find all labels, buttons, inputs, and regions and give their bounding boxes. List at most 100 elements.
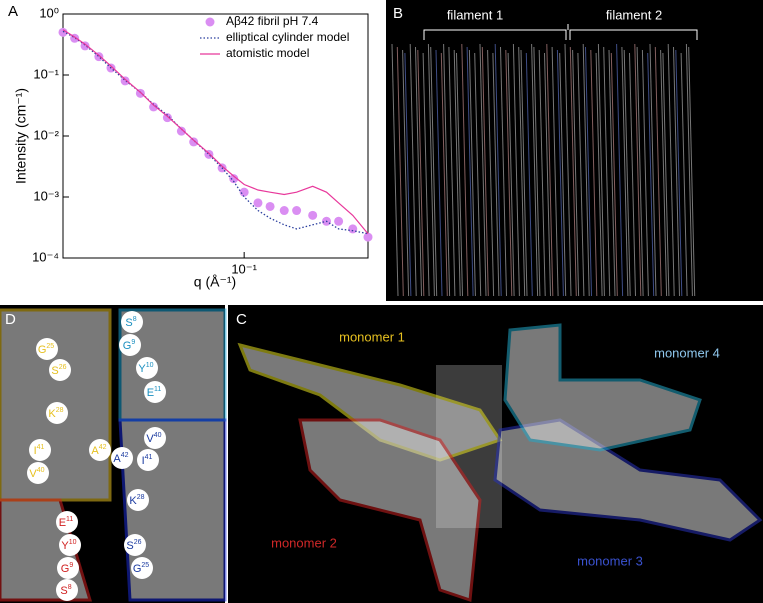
fibril-strand	[512, 43, 520, 297]
fibril-strand	[396, 46, 404, 297]
fibril-strand	[391, 43, 399, 297]
panel-label: A	[8, 3, 18, 20]
model-line	[62, 30, 369, 235]
panel-label: D	[5, 311, 16, 328]
residue-letter: G	[61, 563, 70, 575]
residue-badge	[49, 359, 71, 381]
fibril-strand	[654, 46, 662, 297]
residue-label: I41	[34, 444, 45, 457]
residue-badge	[29, 439, 51, 461]
fibril-strand	[474, 52, 482, 297]
residue-letter: A	[113, 453, 121, 465]
fibril-strand	[466, 46, 474, 297]
fibril-strand	[538, 49, 546, 297]
residue-label: E11	[147, 386, 162, 399]
residue-badge	[124, 534, 146, 556]
fibril-strand	[531, 43, 539, 297]
residue-letter: Y	[138, 363, 146, 375]
fibril-strand	[525, 52, 533, 297]
fibril-strand	[415, 46, 422, 297]
data-point	[348, 224, 358, 234]
residue-number: 28	[137, 494, 145, 501]
residue-number: 10	[69, 539, 77, 546]
residue-number: 11	[154, 386, 161, 393]
residue-number: 41	[37, 444, 45, 451]
y-tick-label: 10⁻²	[33, 127, 59, 142]
residue-badge	[89, 439, 111, 461]
data-point	[253, 198, 263, 208]
fibril-strand	[603, 46, 611, 297]
filament-bracket	[423, 24, 698, 40]
fibril-strand	[597, 43, 605, 297]
residue-badge	[144, 381, 166, 403]
residue-letter: E	[59, 517, 66, 529]
y-axis-label: Intensity (cm⁻¹)	[13, 88, 29, 184]
residue-number: 41	[145, 454, 153, 461]
monomer-label: monomer 1	[339, 329, 405, 344]
fibril-strand	[430, 46, 438, 297]
residue-letter: V	[29, 468, 37, 480]
legend-label: Aβ42 fibril pH 7.4	[226, 14, 319, 28]
residue-label: S26	[51, 364, 66, 377]
monomer-surface	[503, 323, 702, 452]
fibril-strand	[417, 49, 425, 297]
fibril-strand	[585, 46, 592, 297]
data-point	[363, 232, 373, 242]
residue-badge	[111, 447, 133, 469]
residue-badge	[131, 557, 153, 579]
residue-number: 10	[146, 362, 154, 369]
residue-letter: K	[48, 408, 56, 420]
data-point	[292, 206, 302, 216]
residue-label: G25	[38, 343, 54, 356]
residue-badge	[119, 334, 141, 356]
fibril-strand	[402, 49, 410, 297]
data-point	[308, 210, 318, 220]
fibril-strand	[667, 43, 675, 297]
residue-label: V40	[29, 467, 44, 480]
data-point	[176, 126, 186, 136]
residue-number: 28	[56, 407, 64, 414]
residue-label: G25	[133, 562, 149, 575]
residue-letter: G	[123, 340, 132, 352]
residue-number: 42	[121, 452, 129, 459]
fibril-strand	[610, 52, 618, 297]
fibril-strand	[551, 46, 559, 297]
fibril-strand	[685, 43, 693, 297]
fibril-strand	[440, 52, 448, 297]
fibril-strand	[636, 46, 644, 297]
residue-number: 42	[99, 444, 107, 451]
fibril-strand	[608, 49, 616, 297]
residue-label: K28	[48, 407, 63, 420]
fibril-strand	[409, 43, 417, 297]
fibril-strand	[577, 52, 585, 297]
residue-badge	[137, 449, 159, 471]
structure-art	[0, 43, 763, 603]
fibril-strand	[492, 52, 500, 297]
y-tick-label: 10⁰	[39, 5, 59, 20]
residue-letter: G	[133, 563, 142, 575]
fibril-strand	[688, 46, 696, 297]
residue-letter: G	[38, 344, 47, 356]
fibril-strand	[647, 52, 655, 297]
residue-badge	[27, 462, 49, 484]
fibril-strand	[448, 46, 456, 297]
residue-letter: V	[146, 433, 154, 445]
residue-label: S8	[60, 584, 71, 597]
fibril-strand	[572, 49, 580, 297]
residue-label: E11	[59, 516, 74, 529]
residue-letter: Y	[61, 540, 69, 552]
monomer-surface	[237, 342, 503, 462]
data-point	[162, 113, 172, 123]
fibril-strand	[660, 49, 668, 297]
residue-label: Y10	[138, 362, 153, 375]
fibril-strand	[616, 43, 624, 297]
fibril-strand	[590, 49, 598, 297]
residue-number: 9	[131, 339, 135, 346]
data-point	[120, 76, 130, 86]
fibril-strand	[404, 52, 412, 297]
data-point	[334, 216, 344, 226]
fibril-strand	[641, 49, 649, 297]
residue-badge	[144, 427, 166, 449]
fibril-strand	[487, 49, 495, 297]
fibril-strand	[621, 46, 629, 297]
